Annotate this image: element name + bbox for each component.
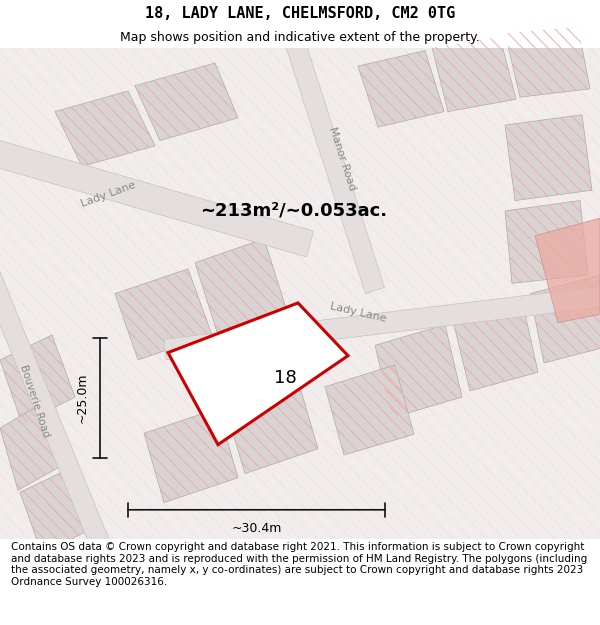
Text: Lady Lane: Lady Lane	[79, 180, 137, 209]
Polygon shape	[20, 468, 90, 554]
Polygon shape	[432, 37, 516, 112]
Polygon shape	[0, 335, 75, 424]
Polygon shape	[164, 286, 600, 360]
Polygon shape	[530, 275, 600, 363]
Polygon shape	[225, 381, 318, 474]
Polygon shape	[325, 365, 414, 455]
Polygon shape	[168, 303, 348, 444]
Polygon shape	[225, 381, 318, 474]
Polygon shape	[505, 27, 590, 97]
Text: ~25.0m: ~25.0m	[76, 373, 89, 423]
Polygon shape	[358, 51, 444, 127]
Text: ~30.4m: ~30.4m	[232, 522, 281, 535]
Polygon shape	[535, 218, 600, 322]
Polygon shape	[115, 269, 212, 360]
Polygon shape	[55, 91, 155, 166]
Polygon shape	[505, 201, 588, 283]
Text: 18: 18	[274, 369, 296, 388]
Polygon shape	[144, 409, 238, 502]
Polygon shape	[432, 37, 516, 112]
Polygon shape	[135, 63, 238, 141]
Text: 18, LADY LANE, CHELMSFORD, CM2 0TG: 18, LADY LANE, CHELMSFORD, CM2 0TG	[145, 6, 455, 21]
Text: ~213m²/~0.053ac.: ~213m²/~0.053ac.	[200, 202, 387, 220]
Text: Manor Road: Manor Road	[327, 126, 357, 192]
Polygon shape	[325, 365, 414, 455]
Polygon shape	[0, 245, 109, 548]
Polygon shape	[505, 27, 590, 97]
Polygon shape	[375, 324, 462, 418]
Polygon shape	[0, 132, 313, 257]
Polygon shape	[375, 324, 462, 418]
Polygon shape	[286, 39, 385, 294]
Polygon shape	[0, 335, 75, 424]
Text: Lady Lane: Lady Lane	[329, 301, 387, 324]
Polygon shape	[530, 275, 600, 363]
Polygon shape	[55, 91, 155, 166]
Polygon shape	[195, 239, 286, 332]
Polygon shape	[195, 239, 286, 332]
Polygon shape	[358, 51, 444, 127]
Polygon shape	[0, 403, 64, 490]
Text: Contains OS data © Crown copyright and database right 2021. This information is : Contains OS data © Crown copyright and d…	[11, 542, 587, 587]
Polygon shape	[0, 403, 64, 490]
Polygon shape	[505, 115, 592, 201]
Polygon shape	[135, 63, 238, 141]
Polygon shape	[505, 201, 588, 283]
Polygon shape	[453, 300, 538, 391]
Polygon shape	[505, 115, 592, 201]
Polygon shape	[20, 468, 90, 554]
Polygon shape	[144, 409, 238, 502]
Text: Bouverie Road: Bouverie Road	[19, 364, 52, 439]
Polygon shape	[115, 269, 212, 360]
Text: Map shows position and indicative extent of the property.: Map shows position and indicative extent…	[120, 31, 480, 44]
Polygon shape	[453, 300, 538, 391]
